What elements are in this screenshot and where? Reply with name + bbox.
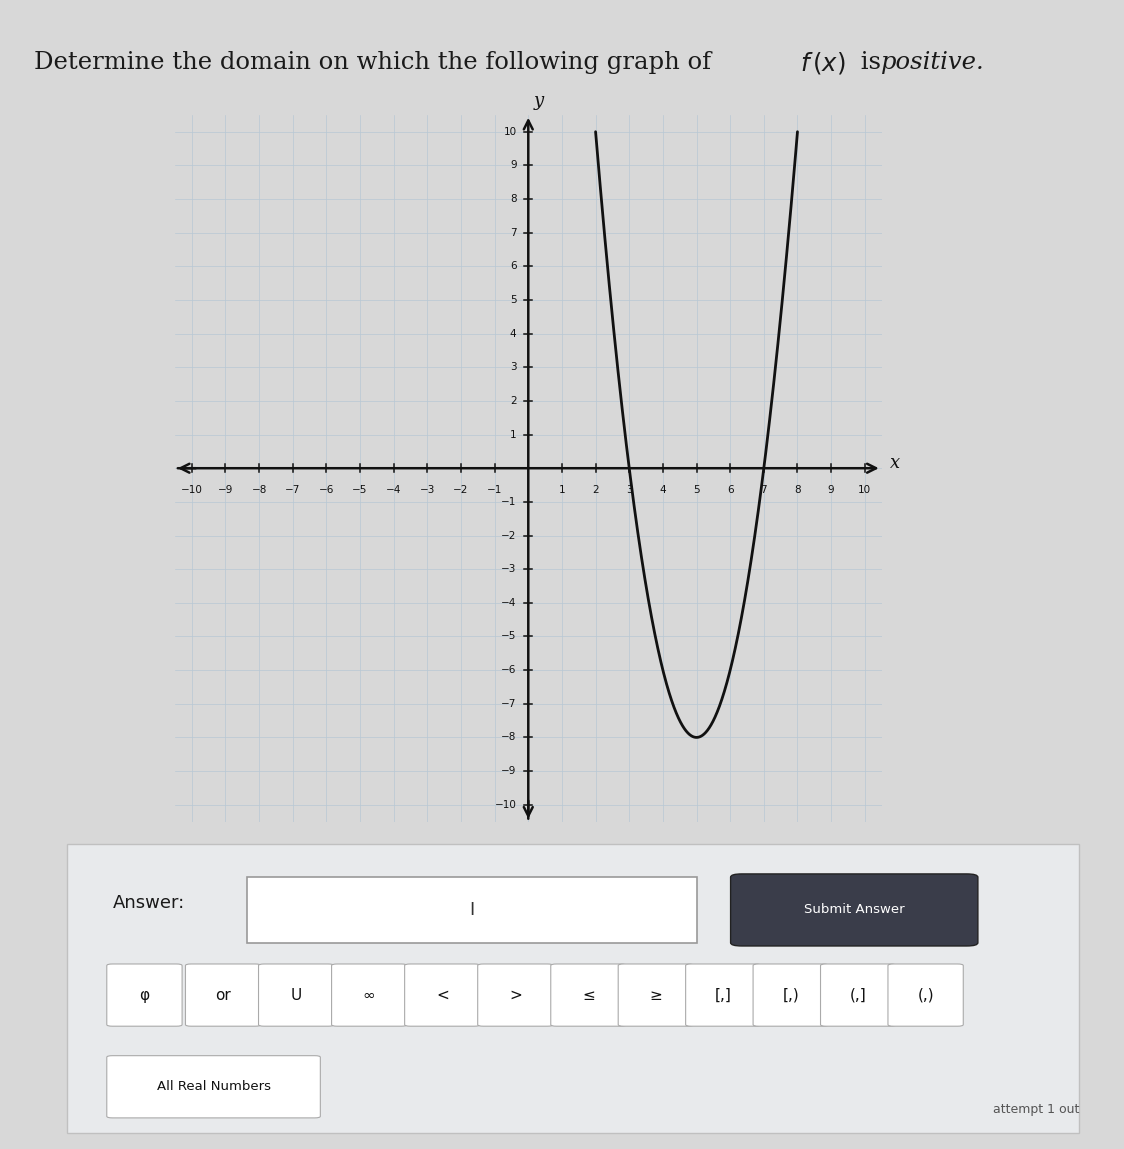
Text: U: U — [290, 988, 302, 1003]
Text: 1: 1 — [510, 430, 517, 440]
Text: >: > — [509, 988, 522, 1003]
FancyBboxPatch shape — [821, 964, 896, 1026]
Text: φ: φ — [139, 988, 149, 1003]
Text: 5: 5 — [510, 295, 517, 304]
FancyBboxPatch shape — [185, 964, 261, 1026]
Text: $f\,(x)$: $f\,(x)$ — [800, 49, 846, 76]
FancyBboxPatch shape — [551, 964, 626, 1026]
Text: 10: 10 — [859, 485, 871, 495]
Text: 3: 3 — [510, 362, 517, 372]
Text: −2: −2 — [453, 485, 469, 495]
FancyBboxPatch shape — [731, 874, 978, 946]
FancyBboxPatch shape — [618, 964, 694, 1026]
Text: 4: 4 — [660, 485, 667, 495]
Text: 2: 2 — [510, 396, 517, 406]
FancyBboxPatch shape — [259, 964, 334, 1026]
Text: I: I — [470, 901, 474, 919]
Text: 9: 9 — [827, 485, 834, 495]
Text: 1: 1 — [559, 485, 565, 495]
Text: −10: −10 — [181, 485, 202, 495]
Text: [,]: [,] — [715, 988, 732, 1003]
Text: ∞: ∞ — [363, 988, 375, 1003]
FancyBboxPatch shape — [405, 964, 480, 1026]
Text: −9: −9 — [501, 766, 517, 776]
FancyBboxPatch shape — [107, 964, 182, 1026]
Text: 6: 6 — [727, 485, 734, 495]
Text: attempt 1 out: attempt 1 out — [992, 1103, 1079, 1117]
Text: −5: −5 — [352, 485, 368, 495]
Text: 9: 9 — [510, 161, 517, 170]
Text: All Real Numbers: All Real Numbers — [156, 1080, 271, 1094]
FancyBboxPatch shape — [107, 1056, 320, 1118]
FancyBboxPatch shape — [478, 964, 553, 1026]
Text: is: is — [853, 52, 889, 75]
Text: −1: −1 — [501, 496, 517, 507]
FancyBboxPatch shape — [686, 964, 761, 1026]
Text: 7: 7 — [761, 485, 768, 495]
Text: −10: −10 — [495, 800, 517, 810]
Text: Answer:: Answer: — [112, 894, 184, 912]
Text: −6: −6 — [319, 485, 334, 495]
Text: −9: −9 — [218, 485, 233, 495]
Text: −3: −3 — [501, 564, 517, 574]
Text: 10: 10 — [504, 126, 517, 137]
Text: 8: 8 — [510, 194, 517, 205]
Text: 2: 2 — [592, 485, 599, 495]
Text: −4: −4 — [501, 597, 517, 608]
Text: ≤: ≤ — [582, 988, 595, 1003]
Text: −8: −8 — [501, 732, 517, 742]
Text: 4: 4 — [510, 329, 517, 339]
Text: Submit Answer: Submit Answer — [804, 903, 905, 917]
Text: −4: −4 — [386, 485, 401, 495]
FancyBboxPatch shape — [888, 964, 963, 1026]
Text: y: y — [533, 92, 543, 110]
Text: −1: −1 — [487, 485, 502, 495]
Text: [,): [,) — [782, 988, 799, 1003]
Text: 8: 8 — [795, 485, 800, 495]
Text: Determine the domain on which the following graph of: Determine the domain on which the follow… — [34, 52, 718, 75]
Text: x: x — [890, 454, 900, 472]
Text: 5: 5 — [694, 485, 700, 495]
Text: positive.: positive. — [881, 52, 985, 75]
Text: 3: 3 — [626, 485, 633, 495]
Text: −6: −6 — [501, 665, 517, 676]
Text: −5: −5 — [501, 632, 517, 641]
Text: −8: −8 — [252, 485, 266, 495]
Text: <: < — [436, 988, 448, 1003]
Text: (,]: (,] — [850, 988, 867, 1003]
Text: −7: −7 — [285, 485, 300, 495]
FancyBboxPatch shape — [247, 877, 697, 942]
Text: 6: 6 — [510, 261, 517, 271]
FancyBboxPatch shape — [67, 845, 1079, 1133]
FancyBboxPatch shape — [753, 964, 828, 1026]
Text: (,): (,) — [917, 988, 934, 1003]
Text: ≥: ≥ — [650, 988, 662, 1003]
Text: −7: −7 — [501, 699, 517, 709]
Text: −2: −2 — [501, 531, 517, 540]
Text: 7: 7 — [510, 228, 517, 238]
FancyBboxPatch shape — [332, 964, 407, 1026]
Text: or: or — [215, 988, 232, 1003]
Text: −3: −3 — [419, 485, 435, 495]
